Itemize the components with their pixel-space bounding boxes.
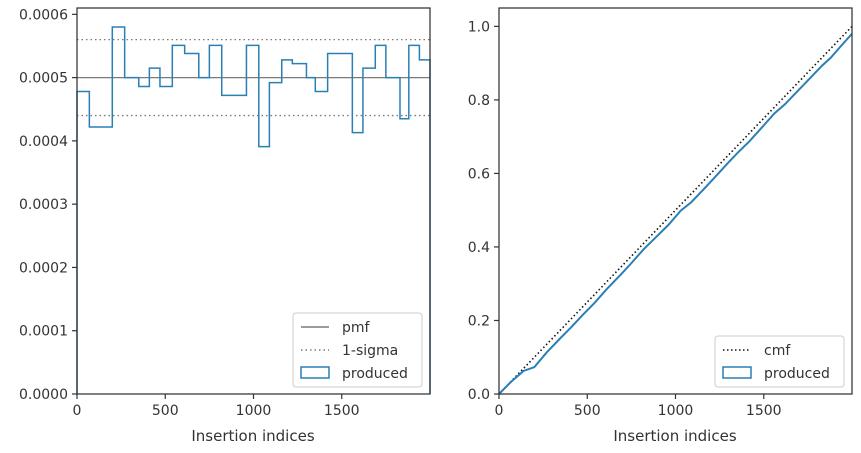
cmf-x-tick-label: 0: [495, 403, 504, 419]
legend-cmf-produced-label: produced: [764, 366, 830, 382]
cmf-plot-area: [499, 8, 852, 394]
produced-histogram: [76, 26, 431, 394]
pmf-x-tick-label: 0: [73, 403, 82, 419]
pmf-legend: pmf 1-sigma produced: [292, 312, 423, 388]
pmf-y-tick-label: 0.0006: [19, 7, 68, 23]
pmf-x-tick-label: 1500: [324, 403, 360, 419]
cmf-y-tick-label: 1.0: [468, 19, 490, 35]
legend-produced-label: produced: [342, 366, 408, 382]
cmf-y-tick-label: 0.8: [468, 93, 490, 109]
cmf-y-tick-label: 0.2: [468, 313, 490, 329]
cmf-panel: 0 500 1000 1500 0.0 0.2 0.4 0.6 0.8 1.0 Insertion…: [468, 7, 853, 445]
pmf-x-axis-label: Insertion indices: [191, 427, 314, 445]
legend-cmf-produced-swatch: [722, 366, 752, 379]
cmf-line: [498, 25, 853, 395]
produced-cumulative-line: [498, 33, 853, 395]
cmf-x-axis-label: Insertion indices: [613, 427, 736, 445]
pmf-y-tick-label: 0.0003: [19, 197, 68, 213]
legend-pmf-label: pmf: [342, 320, 371, 336]
cmf-legend-box: [714, 335, 845, 388]
pmf-x-tick-label: 1000: [236, 403, 272, 419]
legend-produced-swatch: [300, 366, 330, 379]
pmf-y-tick-label: 0.0004: [19, 134, 68, 150]
cmf-y-tick-label: 0.4: [468, 240, 490, 256]
pmf-x-tick-label: 500: [152, 403, 179, 419]
cmf-x-tick-label: 1500: [746, 403, 782, 419]
cmf-x-tick-label: 1000: [658, 403, 694, 419]
pmf-legend-box: [292, 312, 423, 388]
pmf-y-tick-label: 0.0001: [19, 324, 68, 340]
pmf-y-tick-label: 0.0000: [19, 387, 68, 403]
cmf-legend: cmf produced: [714, 335, 845, 388]
cmf-x-tick-label: 500: [574, 403, 601, 419]
cmf-y-tick-label: 0.0: [468, 387, 490, 403]
cmf-y-tick-label: 0.6: [468, 166, 490, 182]
legend-1-sigma-label: 1-sigma: [342, 343, 398, 359]
pmf-panel: 0 500 1000 1500 0.0000 0.0001 0.0002 0.0003 0.00…: [19, 7, 431, 445]
legend-cmf-label: cmf: [764, 343, 791, 359]
pmf-y-tick-label: 0.0005: [19, 71, 68, 87]
pmf-y-tick-label: 0.0002: [19, 260, 68, 276]
